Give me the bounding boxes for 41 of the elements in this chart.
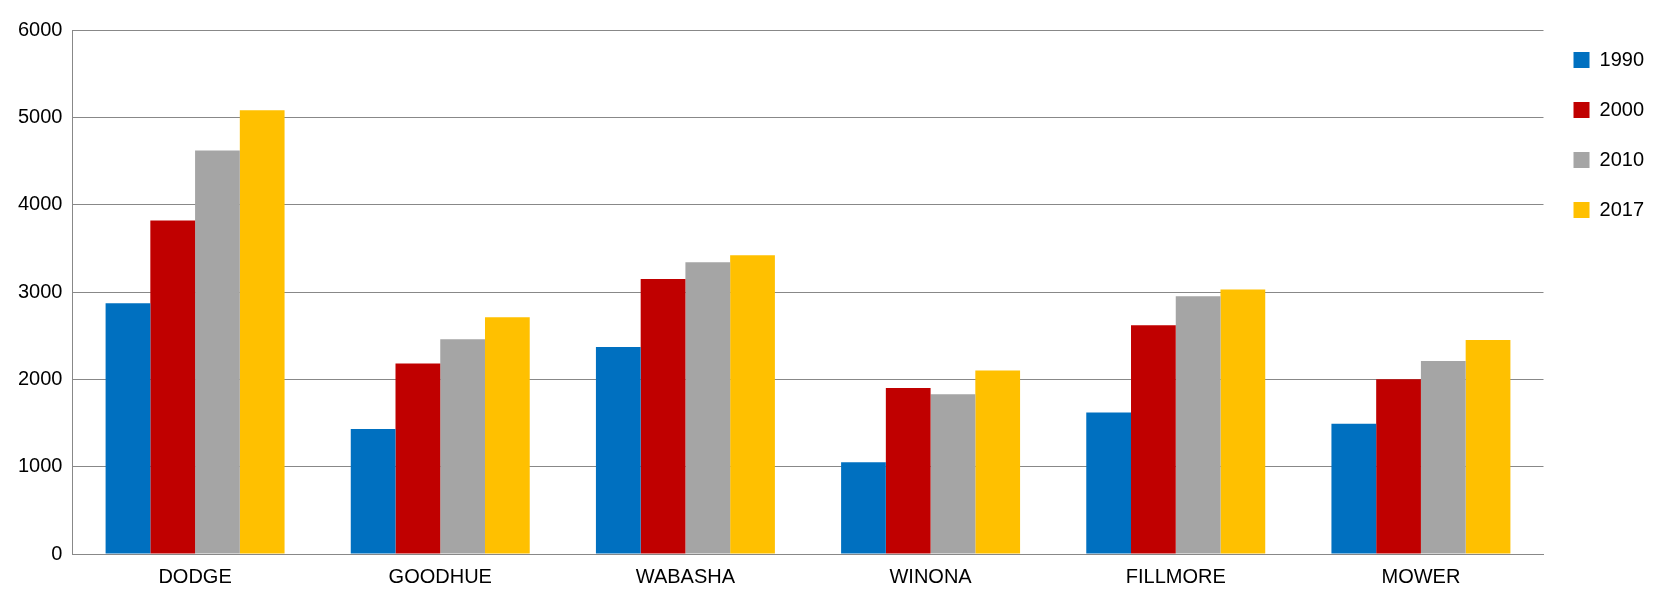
bar — [150, 220, 196, 554]
bar — [1086, 412, 1132, 554]
bar — [1376, 379, 1421, 554]
x-tick-label: GOODHUE — [388, 564, 492, 587]
bar — [1220, 289, 1266, 554]
bar — [1465, 340, 1511, 554]
bar — [195, 150, 240, 554]
bar — [685, 262, 731, 554]
bar — [350, 429, 396, 554]
bar — [1131, 325, 1176, 554]
y-tick-label: 5000 — [17, 104, 63, 127]
bar — [105, 303, 151, 554]
bar — [1331, 423, 1377, 554]
legend-label: 2010 — [1599, 147, 1645, 170]
bar — [975, 370, 1021, 554]
legend-label: 2017 — [1599, 197, 1645, 220]
bar — [484, 317, 530, 554]
bar — [595, 347, 641, 554]
legend-label: 1990 — [1599, 47, 1645, 70]
bar — [1175, 296, 1221, 554]
bar — [640, 278, 686, 554]
y-tick-label: 6000 — [17, 17, 63, 40]
bar — [440, 339, 485, 554]
bar — [395, 363, 441, 554]
bar — [239, 110, 285, 554]
x-tick-label: FILLMORE — [1125, 564, 1226, 587]
y-tick-label: 1000 — [17, 454, 63, 477]
y-tick-label: 3000 — [17, 279, 63, 302]
y-tick-label: 2000 — [17, 366, 63, 389]
x-tick-label: MOWER — [1381, 564, 1461, 587]
x-tick-label: WABASHA — [635, 564, 736, 587]
bar — [1420, 360, 1466, 554]
bar — [930, 394, 976, 554]
x-tick-label: DODGE — [158, 564, 232, 587]
y-tick-label: 4000 — [17, 192, 63, 215]
x-tick-label: WINONA — [889, 564, 973, 587]
bar — [885, 388, 931, 554]
legend-label: 2000 — [1599, 97, 1645, 120]
bar — [730, 255, 775, 554]
y-tick-label: 0 — [51, 541, 63, 564]
bar — [841, 462, 886, 554]
